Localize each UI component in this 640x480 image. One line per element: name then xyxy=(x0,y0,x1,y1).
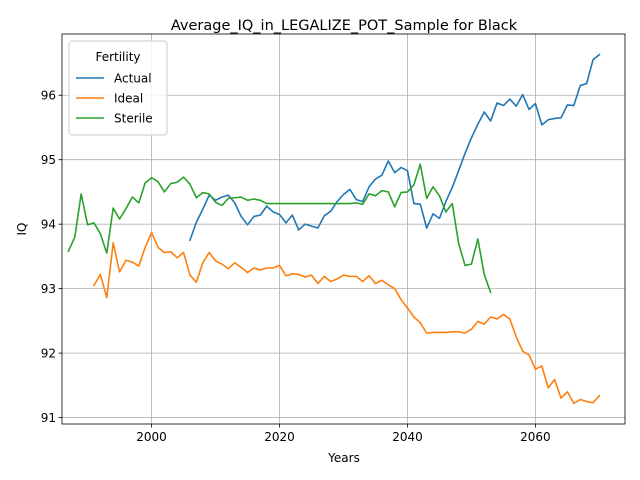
series-line-sterile xyxy=(67,163,492,294)
y-tick-label: 93 xyxy=(41,282,56,296)
y-tick-label: 94 xyxy=(41,217,56,231)
y-axis-label: IQ xyxy=(15,223,29,236)
series-lines xyxy=(67,53,601,405)
x-axis-label: Years xyxy=(327,451,360,465)
y-tick-label: 91 xyxy=(41,411,56,425)
y-tick-label: 96 xyxy=(41,89,56,103)
series-line-ideal xyxy=(92,231,601,405)
chart-title: Average_IQ_in_LEGALIZE_POT_Sample for Bl… xyxy=(171,18,518,34)
x-tick-label: 2040 xyxy=(392,430,423,444)
y-tick-label: 92 xyxy=(41,346,56,360)
grid-lines xyxy=(62,34,625,424)
legend-label-sterile: Sterile xyxy=(114,111,153,125)
x-tick-label: 2020 xyxy=(264,430,295,444)
legend-label-ideal: Ideal xyxy=(114,91,143,105)
legend-label-actual: Actual xyxy=(114,71,152,85)
y-tick-label: 95 xyxy=(41,153,56,167)
chart-legend: Fertility Actual Ideal Sterile xyxy=(68,40,168,136)
plot-area-frame xyxy=(61,33,626,425)
x-tick-label: 2060 xyxy=(520,430,551,444)
series-line-actual xyxy=(188,53,601,242)
legend-title: Fertility xyxy=(95,50,140,64)
legend-box xyxy=(68,40,168,136)
axis-ticks: 2000 2020 2040 2060 91 92 93 94 95 96 xyxy=(41,89,551,444)
x-tick-label: 2000 xyxy=(136,430,167,444)
